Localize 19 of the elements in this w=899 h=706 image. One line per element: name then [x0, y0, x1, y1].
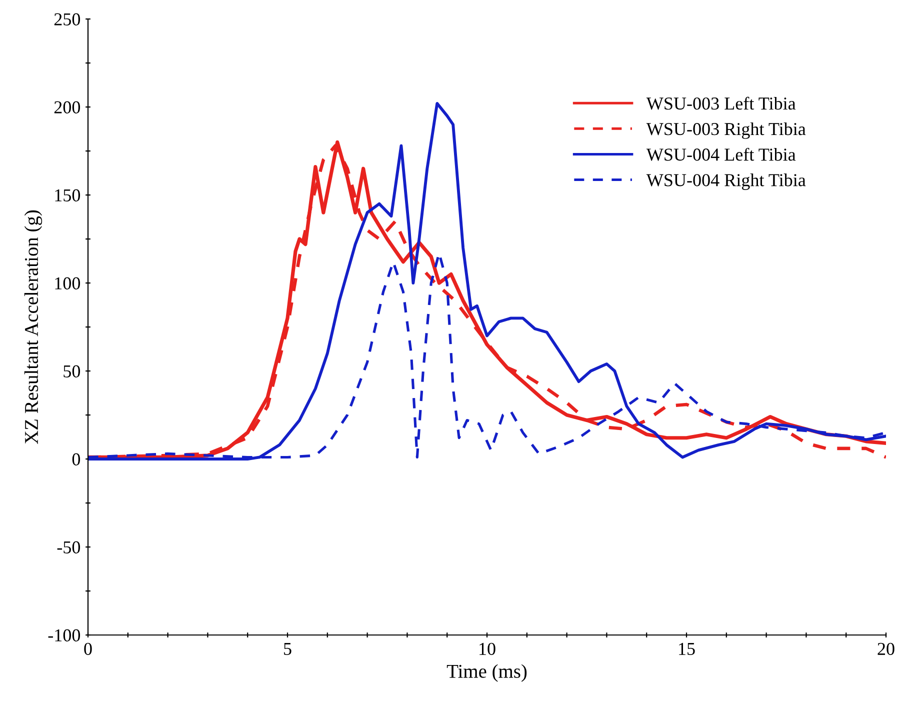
x-tick-label: 10 — [480, 642, 496, 655]
x-tick-label: 0 — [84, 642, 92, 655]
x-tick-label: 15 — [679, 642, 695, 655]
y-tick-label: -50 — [57, 541, 80, 554]
y-tick-label: 250 — [54, 13, 80, 26]
y-tick-label: 100 — [55, 277, 80, 290]
y-axis-title: XZ Resultant Acceleration (g) — [24, 210, 42, 444]
legend-label: WSU-003 Left Tibia — [646, 96, 796, 110]
y-tick-label: -100 — [48, 629, 80, 642]
y-tick-label: 50 — [64, 365, 80, 378]
y-tick-label: 150 — [55, 189, 80, 202]
x-axis-title: Time (ms) — [446, 664, 527, 682]
x-tick-label: 20 — [878, 642, 894, 655]
x-tick-label: 5 — [284, 642, 292, 655]
legend-label: WSU-004 Right Tibia — [646, 174, 806, 190]
legend-label: WSU-003 Right Tibia — [646, 122, 806, 139]
y-tick-label: 200 — [54, 101, 80, 114]
legend-label: WSU-004 Left Tibia — [646, 148, 796, 161]
y-tick-label: 0 — [72, 453, 80, 466]
